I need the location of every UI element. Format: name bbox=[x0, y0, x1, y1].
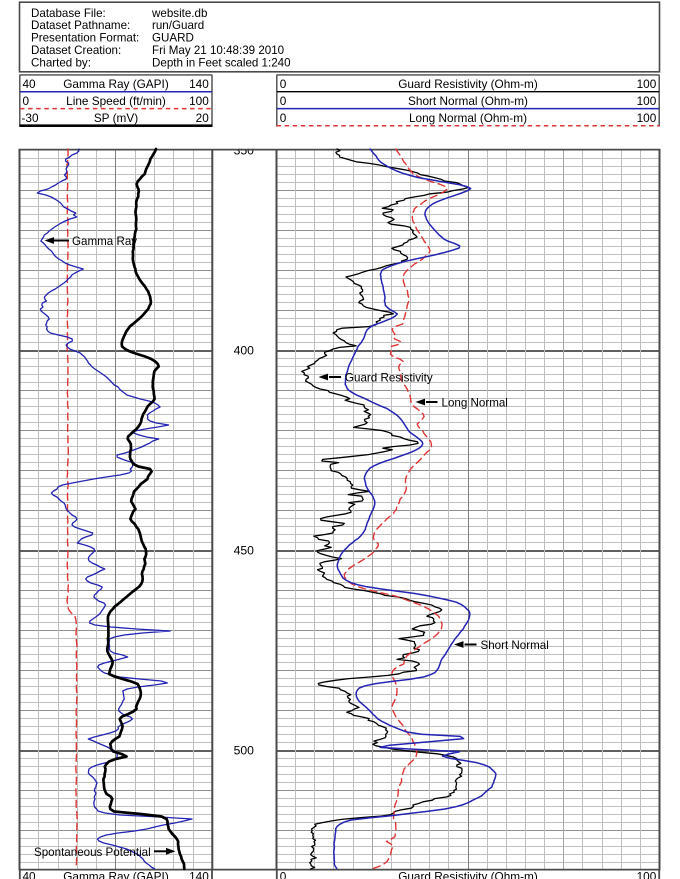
svg-text:Fri May 21 10:48:39 2010: Fri May 21 10:48:39 2010 bbox=[152, 44, 284, 57]
svg-text:SP (mV): SP (mV) bbox=[94, 111, 138, 125]
svg-text:Database File:: Database File: bbox=[31, 7, 106, 20]
svg-text:40: 40 bbox=[23, 870, 37, 879]
svg-text:Guard Resistivity: Guard Resistivity bbox=[345, 372, 433, 385]
svg-text:100: 100 bbox=[637, 77, 657, 91]
svg-text:100: 100 bbox=[637, 870, 657, 879]
svg-text:0: 0 bbox=[280, 77, 287, 91]
svg-text:40: 40 bbox=[23, 77, 37, 91]
svg-text:140: 140 bbox=[189, 870, 209, 879]
svg-text:Gamma Ray (GAPI): Gamma Ray (GAPI) bbox=[63, 77, 169, 91]
svg-text:0: 0 bbox=[23, 94, 30, 108]
svg-text:Short Normal: Short Normal bbox=[481, 639, 549, 652]
svg-text:Short Normal (Ohm-m): Short Normal (Ohm-m) bbox=[408, 94, 528, 108]
svg-text:100: 100 bbox=[637, 94, 657, 108]
svg-text:0: 0 bbox=[280, 94, 287, 108]
svg-text:0: 0 bbox=[280, 111, 287, 125]
svg-text:Dataset Creation:: Dataset Creation: bbox=[31, 44, 121, 57]
svg-text:GUARD: GUARD bbox=[152, 32, 194, 45]
svg-text:450: 450 bbox=[234, 544, 255, 558]
svg-text:Charted by:: Charted by: bbox=[31, 56, 91, 69]
svg-text:run/Guard: run/Guard bbox=[152, 19, 204, 32]
svg-text:Long Normal: Long Normal bbox=[442, 397, 508, 410]
svg-text:Line Speed (ft/min): Line Speed (ft/min) bbox=[66, 94, 166, 108]
svg-text:100: 100 bbox=[637, 111, 657, 125]
svg-text:-30: -30 bbox=[22, 111, 39, 125]
svg-text:100: 100 bbox=[189, 94, 209, 108]
svg-text:400: 400 bbox=[234, 344, 255, 358]
svg-text:Gamma Ray: Gamma Ray bbox=[72, 235, 137, 248]
svg-text:20: 20 bbox=[196, 111, 210, 125]
svg-text:Gamma Ray (GAPI): Gamma Ray (GAPI) bbox=[63, 870, 169, 879]
svg-text:500: 500 bbox=[234, 744, 255, 758]
svg-text:website.db: website.db bbox=[151, 7, 207, 20]
svg-text:Dataset Pathname:: Dataset Pathname: bbox=[31, 19, 130, 32]
svg-text:140: 140 bbox=[189, 77, 209, 91]
svg-text:Depth in Feet scaled 1:240: Depth in Feet scaled 1:240 bbox=[152, 56, 291, 69]
svg-text:Long Normal (Ohm-m): Long Normal (Ohm-m) bbox=[409, 111, 527, 125]
svg-text:Guard Resistivity (Ohm-m): Guard Resistivity (Ohm-m) bbox=[398, 77, 538, 91]
svg-text:Spontaneous Potential: Spontaneous Potential bbox=[34, 846, 151, 859]
svg-text:0: 0 bbox=[280, 870, 287, 879]
svg-text:Presentation Format:: Presentation Format: bbox=[31, 32, 139, 45]
svg-text:Guard Resistivity (Ohm-m): Guard Resistivity (Ohm-m) bbox=[398, 870, 538, 879]
